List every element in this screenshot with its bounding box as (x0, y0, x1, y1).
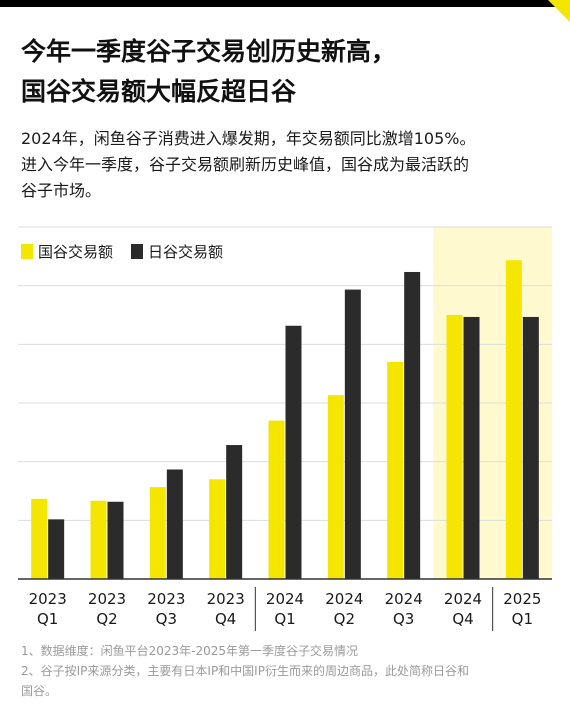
bar-ri (522, 316, 539, 579)
footnote-2: 2、谷子按IP来源分类，主要有日本IP和中国IP衍生而来的周边商品，此处简称日谷… (21, 664, 469, 678)
bar-guo (268, 420, 285, 579)
legend-label-guo: 国谷交易额 (38, 242, 114, 261)
bar-chart: 2023 Q1 2023 Q2 2023 Q3 2023 Q4 2024 Q1 2024 Q2 2024… (18, 226, 552, 631)
bar-guo (209, 479, 226, 579)
x-tick-year: 2023 (147, 590, 185, 608)
x-tick-year: 2024 (266, 590, 304, 608)
footnote-3: 国谷。 (21, 684, 58, 698)
bar-ri (285, 325, 302, 579)
bar-guo (446, 315, 463, 579)
bar-ri (107, 501, 124, 579)
x-tick-quarter: Q4 (215, 610, 236, 628)
x-tick-quarter: Q4 (452, 610, 473, 628)
bar-ri (344, 289, 361, 579)
legend-label-ri: 日谷交易额 (148, 242, 224, 261)
bar-guo (387, 361, 404, 579)
footnotes: 1、数据维度：闲鱼平台2023年-2025年第一季度谷子交易情况 2、谷子按IP… (21, 641, 556, 701)
x-tick-year: 2023 (29, 590, 67, 608)
bar-ri (404, 271, 421, 579)
x-tick-quarter: Q1 (512, 610, 533, 628)
x-tick-quarter: Q3 (393, 610, 414, 628)
x-tick-year: 2024 (385, 590, 423, 608)
legend-item-ri: 日谷交易额 (131, 241, 223, 262)
legend-swatch-ri (131, 243, 144, 259)
bar-guo (31, 498, 48, 579)
x-tick-quarter: Q2 (334, 610, 355, 628)
bar-ri (463, 316, 480, 579)
title-line-1: 今年一季度谷子交易创历史新高， (21, 37, 397, 66)
bar-guo (90, 500, 107, 579)
bar-guo (505, 260, 522, 579)
summary-text: 2024年，闲鱼谷子消费进入爆发期，年交易额同比激增105%。 进入今年一季度，… (21, 126, 556, 204)
bar-ri (166, 469, 183, 579)
summary-line-1: 2024年，闲鱼谷子消费进入爆发期，年交易额同比激增105%。 (21, 129, 476, 148)
x-tick-year: 2023 (88, 590, 126, 608)
x-tick-quarter: Q2 (96, 610, 117, 628)
top-bar (0, 0, 570, 7)
page-title: 今年一季度谷子交易创历史新高， 国谷交易额大幅反超日谷 (21, 32, 561, 112)
footnote-1: 1、数据维度：闲鱼平台2023年-2025年第一季度谷子交易情况 (21, 644, 359, 658)
title-line-2: 国谷交易额大幅反超日谷 (21, 77, 297, 106)
x-tick-year: 2023 (207, 590, 245, 608)
bar-guo (149, 487, 166, 579)
x-tick-year: 2025 (503, 590, 541, 608)
legend-item-guo: 国谷交易额 (21, 241, 113, 262)
x-tick-quarter: Q1 (37, 610, 58, 628)
summary-line-2: 进入今年一季度，谷子交易额刷新历史峰值，国谷成为最活跃的 (21, 155, 470, 174)
summary-line-3: 谷子市场。 (21, 181, 102, 200)
x-tick-quarter: Q1 (274, 610, 295, 628)
bar-guo (327, 395, 344, 579)
legend-swatch-guo (21, 243, 33, 259)
x-tick-quarter: Q3 (156, 610, 177, 628)
bar-ri (226, 445, 243, 579)
chart-legend: 国谷交易额 日谷交易额 (21, 240, 241, 262)
corner-accent (548, 0, 570, 22)
bar-ri (48, 519, 65, 579)
x-tick-year: 2024 (325, 590, 363, 608)
x-tick-year: 2024 (444, 590, 482, 608)
